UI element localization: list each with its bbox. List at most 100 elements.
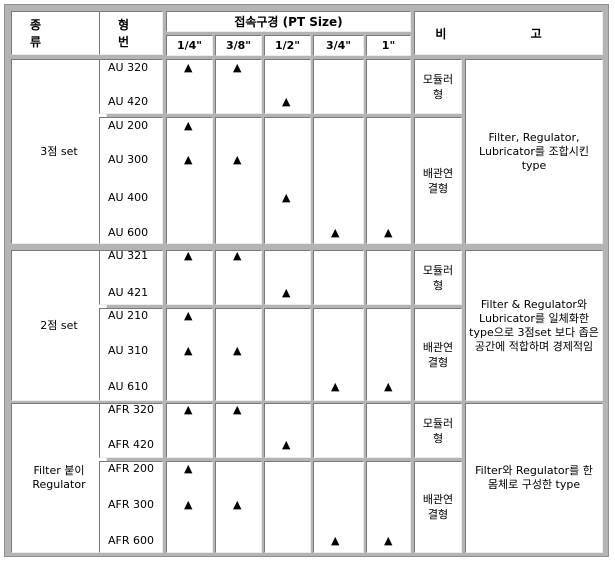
size-cell: [264, 461, 311, 553]
size-cell: [166, 308, 213, 401]
size-cell: [366, 59, 411, 114]
group-remark: Filter와 Regulator를 한 몸체로 구성한 type: [475, 464, 593, 491]
model-cell: [99, 59, 163, 114]
model-number: AU 421: [108, 286, 149, 299]
availability-mark: ▲: [384, 226, 393, 239]
size-cell: [166, 59, 213, 114]
model-number: AU 210: [108, 309, 149, 322]
model-number: AU 420: [108, 95, 149, 108]
availability-mark: ▲: [184, 344, 193, 357]
header-size-0: 1/4": [166, 35, 213, 56]
size-cell: [313, 403, 364, 458]
model-number: AFR 600: [108, 534, 154, 547]
group-kind: 3점 set: [40, 144, 78, 158]
header-size-label: 1": [381, 39, 396, 52]
availability-mark: ▲: [184, 153, 193, 166]
group-kind: 2점 set: [40, 318, 78, 332]
availability-mark: ▲: [233, 344, 242, 357]
header-size-label: 3/8": [225, 39, 252, 52]
model-number: AFR 420: [108, 438, 154, 451]
header-remarks-label: 비 고: [435, 26, 582, 41]
availability-mark: ▲: [184, 119, 193, 132]
subgroup-type: 배관연결형: [422, 340, 454, 369]
header-size-3: 3/4": [313, 35, 364, 56]
model-cell: [99, 403, 163, 458]
subgroup-type: 모듈러형: [422, 263, 454, 292]
availability-mark: ▲: [233, 249, 242, 262]
header-kind: 종 류: [11, 11, 107, 55]
subgroup-type: 모듈러형: [422, 416, 454, 445]
model-number: AU 610: [108, 380, 149, 393]
availability-mark: ▲: [184, 61, 193, 74]
header-remarks: 비 고: [414, 11, 603, 55]
availability-mark: ▲: [184, 309, 193, 322]
model-number: AFR 300: [108, 498, 154, 511]
model-number: AU 310: [108, 344, 149, 357]
size-cell: [366, 117, 411, 244]
availability-mark: ▲: [331, 380, 340, 393]
header-size-label: 3/4": [325, 39, 352, 52]
subgroup-type-cell: 모듈러형: [414, 250, 462, 305]
header-port-size: 접속구경 (PT Size): [166, 11, 411, 32]
availability-mark: ▲: [282, 191, 291, 204]
availability-mark: ▲: [233, 61, 242, 74]
size-cell: [313, 461, 364, 553]
size-cell: [313, 59, 364, 114]
model-number: AFR 320: [108, 403, 154, 416]
model-number: AFR 200: [108, 462, 154, 475]
size-cell: [366, 461, 411, 553]
group-remark-cell: Filter와 Regulator를 한 몸체로 구성한 type: [465, 403, 603, 553]
size-cell: [366, 403, 411, 458]
header-size-label: 1/2": [274, 39, 301, 52]
header-size-2: 1/2": [264, 35, 311, 56]
availability-mark: ▲: [184, 403, 193, 416]
subgroup-type-cell: 배관연결형: [414, 308, 462, 401]
size-cell: [215, 308, 262, 401]
group-remark: Filter, Regulator, Lubricator를 조합시킨 type: [479, 130, 589, 172]
header-model: 형 번: [99, 11, 163, 55]
size-cell: [264, 403, 311, 458]
size-cell: [166, 403, 213, 458]
size-cell: [166, 250, 213, 305]
model-cell: [99, 308, 163, 401]
model-number: AU 320: [108, 61, 149, 74]
model-cell: [99, 461, 163, 553]
group-kind-cell: 2점 set: [11, 250, 107, 401]
availability-mark: ▲: [331, 534, 340, 547]
availability-mark: ▲: [233, 403, 242, 416]
availability-mark: ▲: [282, 438, 291, 451]
group-kind-cell: 3점 set: [11, 59, 107, 244]
subgroup-type-cell: 모듈러형: [414, 59, 462, 114]
size-cell: [366, 250, 411, 305]
size-cell: [264, 117, 311, 244]
availability-mark: ▲: [384, 380, 393, 393]
size-cell: [215, 117, 262, 244]
subgroup-type-cell: 배관연결형: [414, 461, 462, 553]
size-cell: [215, 59, 262, 114]
model-number: AU 400: [108, 191, 149, 204]
availability-mark: ▲: [331, 226, 340, 239]
group-kind: Filter 붙이 Regulator: [32, 464, 86, 491]
model-number: AU 300: [108, 153, 149, 166]
group-remark: Filter & Regulator와 Lubricator를 일체화한 typ…: [469, 297, 599, 353]
availability-mark: ▲: [384, 534, 393, 547]
header-size-1: 3/8": [215, 35, 262, 56]
header-model-label: 형 번: [118, 18, 148, 49]
header-size-label: 1/4": [176, 39, 203, 52]
model-number: AU 600: [108, 226, 149, 239]
header-size-4: 1": [366, 35, 411, 56]
size-cell: [215, 461, 262, 553]
size-cell: [166, 117, 213, 244]
size-cell: [313, 117, 364, 244]
size-cell: [366, 308, 411, 401]
size-cell: [264, 250, 311, 305]
model-cell: [99, 250, 163, 305]
subgroup-type: 모듈러형: [422, 72, 454, 101]
size-cell: [264, 308, 311, 401]
header-kind-label: 종 류: [30, 18, 60, 49]
subgroup-type-cell: 모듈러형: [414, 403, 462, 458]
subgroup-type-cell: 배관연결형: [414, 117, 462, 244]
size-cell: [215, 250, 262, 305]
model-number: AU 200: [108, 119, 149, 132]
size-cell: [166, 461, 213, 553]
